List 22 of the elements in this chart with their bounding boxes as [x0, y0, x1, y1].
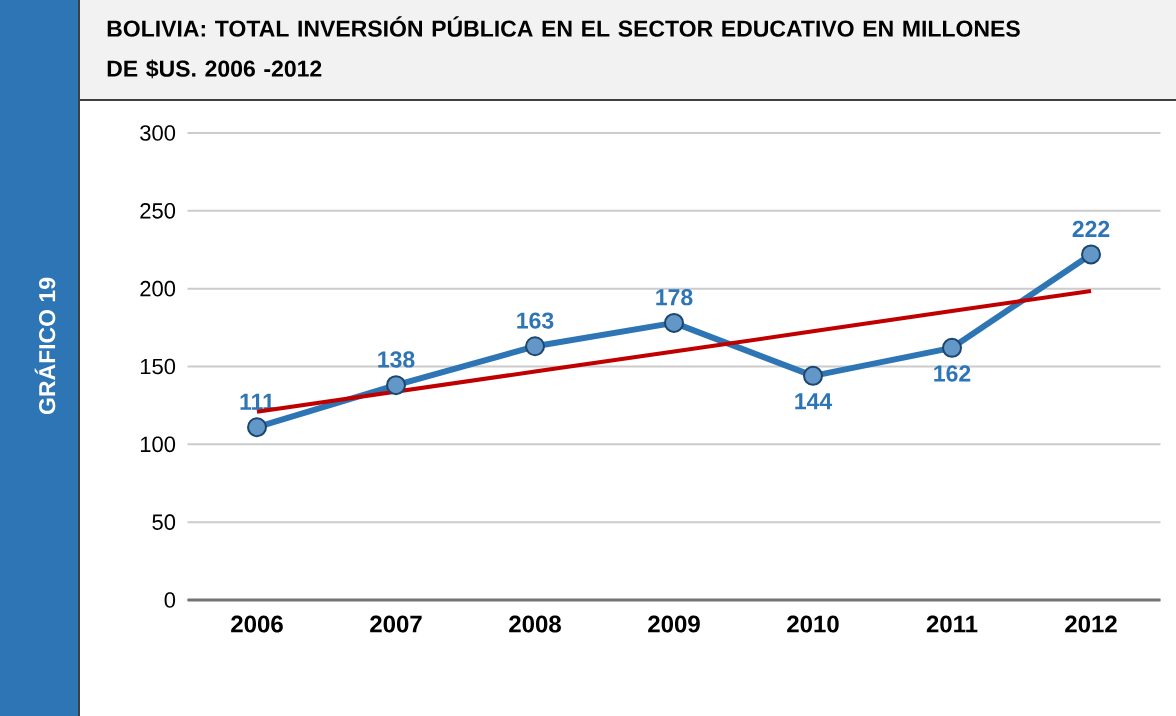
x-tick-label: 2011: [926, 615, 978, 633]
data-label: 163: [517, 312, 554, 329]
data-label: 162: [934, 365, 971, 382]
data-label: 222: [1072, 220, 1110, 237]
y-tick-label: 300: [140, 125, 176, 141]
y-tick-label: 250: [140, 203, 176, 219]
x-tick-label: 2012: [1065, 615, 1117, 633]
x-tick-label: 2010: [787, 615, 839, 633]
y-tick-label: 200: [140, 280, 176, 297]
data-label: 138: [378, 351, 415, 368]
x-tick-label: 2008: [509, 615, 561, 633]
x-tick-label: 2009: [648, 615, 700, 633]
data-label: 178: [656, 289, 693, 306]
y-tick-label: 50: [152, 514, 176, 530]
y-tick-label: 0: [164, 592, 176, 608]
chart-title: BOLIVIA: TOTAL INVERSIÓN PÚBLICA EN EL SECTOR EDUCATIVO EN MILLONES DE $US. 2006 -2012: [107, 16, 1020, 79]
x-tick-label: 2006: [231, 615, 283, 633]
y-tick-label: 100: [140, 436, 176, 453]
data-label: 144: [795, 393, 833, 410]
y-tick-label: 150: [140, 358, 176, 375]
x-tick-label: 2007: [370, 615, 422, 633]
text: GRÁFICO 19: [34, 277, 56, 415]
